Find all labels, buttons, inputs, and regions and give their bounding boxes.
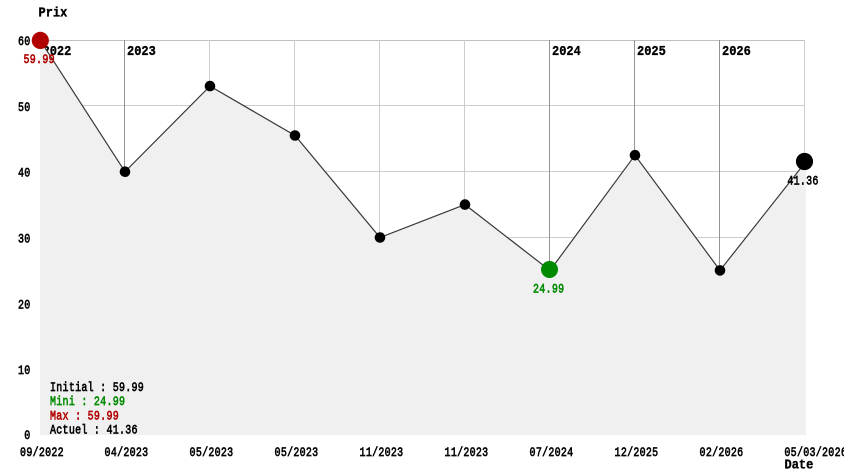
svg-text:05/03/2026: 05/03/2026 bbox=[784, 446, 844, 460]
svg-text:Prix: Prix bbox=[39, 5, 68, 21]
svg-text:0: 0 bbox=[24, 429, 30, 443]
svg-text:2023: 2023 bbox=[127, 43, 156, 59]
svg-text:11/2023: 11/2023 bbox=[360, 446, 404, 460]
svg-text:Mini : 24.99: Mini : 24.99 bbox=[50, 395, 125, 409]
svg-text:24.99: 24.99 bbox=[533, 282, 564, 296]
svg-text:05/2023: 05/2023 bbox=[275, 446, 319, 460]
svg-text:40: 40 bbox=[18, 167, 31, 181]
svg-text:50: 50 bbox=[18, 101, 31, 115]
svg-text:Initial : 59.99: Initial : 59.99 bbox=[50, 381, 144, 395]
svg-text:59.99: 59.99 bbox=[24, 53, 55, 67]
svg-text:09/2022: 09/2022 bbox=[20, 446, 64, 460]
svg-text:2024: 2024 bbox=[552, 43, 581, 59]
svg-text:10: 10 bbox=[18, 364, 31, 378]
svg-text:11/2023: 11/2023 bbox=[445, 446, 489, 460]
svg-text:60: 60 bbox=[18, 35, 31, 49]
svg-text:12/2025: 12/2025 bbox=[615, 446, 659, 460]
svg-text:2025: 2025 bbox=[637, 43, 666, 59]
svg-text:02/2026: 02/2026 bbox=[700, 446, 744, 460]
svg-text:41.36: 41.36 bbox=[787, 174, 818, 188]
svg-text:2026: 2026 bbox=[722, 43, 751, 59]
svg-text:Actuel : 41.36: Actuel : 41.36 bbox=[50, 424, 138, 438]
svg-text:05/2023: 05/2023 bbox=[190, 446, 234, 460]
svg-text:Max : 59.99: Max : 59.99 bbox=[50, 409, 119, 423]
svg-text:Date: Date bbox=[785, 457, 814, 473]
svg-text:30: 30 bbox=[18, 232, 31, 246]
svg-text:20: 20 bbox=[18, 298, 31, 312]
svg-text:07/2024: 07/2024 bbox=[530, 446, 574, 460]
svg-text:04/2023: 04/2023 bbox=[105, 446, 149, 460]
